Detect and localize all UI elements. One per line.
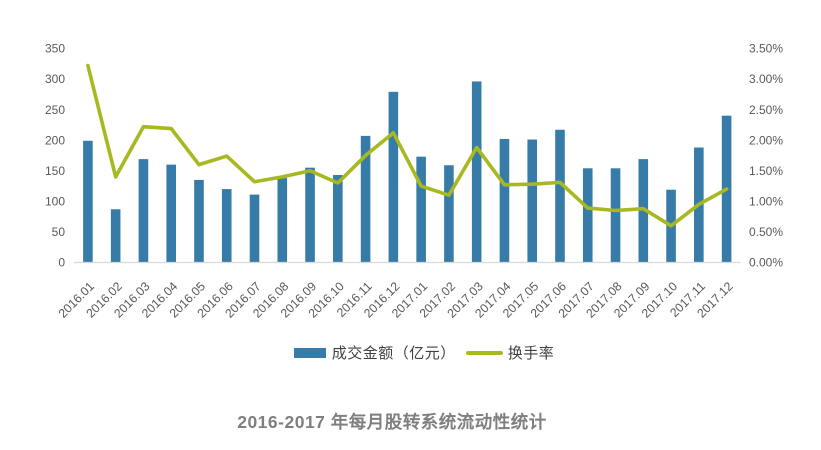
- bar-2017.08: [610, 168, 621, 263]
- bar-series: [83, 81, 732, 263]
- bar-2016.12: [388, 91, 399, 263]
- bar-2016.05: [194, 179, 204, 263]
- bar-2016.06: [221, 189, 232, 263]
- right-axis-tick-label: 1.50%: [749, 164, 783, 178]
- left-axis-tick-labels: 0 50 100 150 200 250 300 350: [45, 42, 65, 270]
- line-series-swatch-icon: [465, 350, 503, 355]
- right-axis-tick-label: 2.50%: [749, 103, 783, 117]
- right-axis-tick-label: 0.50%: [749, 225, 783, 239]
- left-axis-tick-label: 200: [45, 133, 65, 147]
- right-axis-tick-label: 2.00%: [749, 133, 783, 147]
- bar-2016.03: [138, 159, 149, 263]
- bar-series-legend-label: 成交金额（亿元）: [331, 345, 456, 362]
- bar-2017.02: [444, 165, 454, 263]
- line-series-legend-label: 换手率: [507, 345, 555, 362]
- chart-legend: 成交金额（亿元） 换手率: [0, 342, 821, 363]
- bar-2016.09: [305, 167, 315, 263]
- left-axis-tick-label: 0: [58, 256, 65, 270]
- bar-2016.10: [333, 175, 343, 263]
- right-axis-tick-label: 3.00%: [749, 72, 783, 86]
- bar-series-swatch-icon: [293, 347, 326, 358]
- bar-2017.07: [582, 168, 593, 263]
- bar-2016.01: [83, 140, 93, 263]
- bar-2017.09: [638, 159, 649, 263]
- line-series: [86, 63, 729, 228]
- left-axis-tick-label: 150: [45, 164, 65, 178]
- right-axis-tick-label: 3.50%: [749, 42, 783, 56]
- legend-item-bar-series: 成交金额（亿元）: [293, 342, 456, 363]
- bar-2017.05: [527, 139, 538, 263]
- bar-2016.04: [166, 164, 176, 263]
- left-axis-tick-label: 50: [52, 225, 66, 239]
- bar-2016.11: [360, 135, 371, 263]
- left-axis-tick-label: 350: [45, 42, 65, 56]
- bar-2017.06: [555, 129, 565, 263]
- bar-2016.02: [110, 209, 121, 263]
- bar-2016.08: [277, 178, 288, 263]
- bar-2017.03: [471, 81, 482, 263]
- bar-2017.04: [499, 138, 510, 263]
- bar-2016.07: [249, 194, 260, 263]
- right-axis-tick-label: 1.00%: [749, 195, 783, 209]
- left-axis-tick-label: 300: [45, 72, 65, 86]
- legend-item-line-series: 换手率: [456, 342, 555, 363]
- left-axis-tick-label: 250: [45, 103, 65, 117]
- right-axis-tick-labels: 0.00% 0.50% 1.00% 1.50% 2.00% 2.50% 3.00% 3.50%: [749, 42, 783, 270]
- bar-2017.01: [416, 156, 426, 263]
- x-axis-tick-labels: 2016.012016.022016.032016.042016.052016.…: [56, 279, 736, 320]
- chart-title: 2016-2017 年每月股转系统流动性统计: [237, 412, 547, 432]
- right-axis-tick-label: 0.00%: [749, 256, 783, 270]
- left-axis-tick-label: 100: [45, 195, 65, 209]
